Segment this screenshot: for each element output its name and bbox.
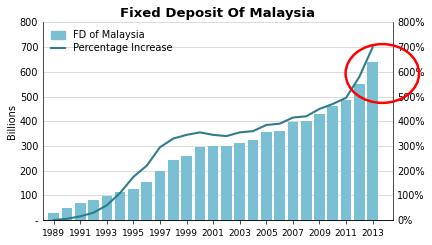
Bar — [261, 132, 272, 220]
Bar — [141, 182, 152, 220]
Bar — [274, 131, 285, 220]
Bar — [235, 144, 245, 220]
Bar — [88, 200, 99, 220]
Bar — [248, 140, 258, 220]
Title: Fixed Deposit Of Malaysia: Fixed Deposit Of Malaysia — [121, 7, 315, 20]
Bar — [341, 100, 351, 220]
Bar — [115, 192, 125, 220]
Bar — [327, 106, 338, 220]
Bar — [168, 159, 178, 220]
Bar — [301, 121, 311, 220]
Bar — [181, 156, 192, 220]
Bar — [208, 146, 219, 220]
Bar — [367, 62, 378, 220]
Bar — [48, 213, 59, 220]
Bar — [221, 146, 232, 220]
Y-axis label: Billions: Billions — [7, 104, 17, 139]
Bar — [155, 171, 165, 220]
Bar — [128, 189, 139, 220]
Legend: FD of Malaysia, Percentage Increase: FD of Malaysia, Percentage Increase — [48, 27, 176, 56]
Bar — [288, 122, 298, 220]
Bar — [194, 147, 205, 220]
Bar — [62, 208, 72, 220]
Bar — [354, 84, 365, 220]
Bar — [75, 203, 86, 220]
Bar — [314, 114, 325, 220]
Bar — [102, 196, 112, 220]
